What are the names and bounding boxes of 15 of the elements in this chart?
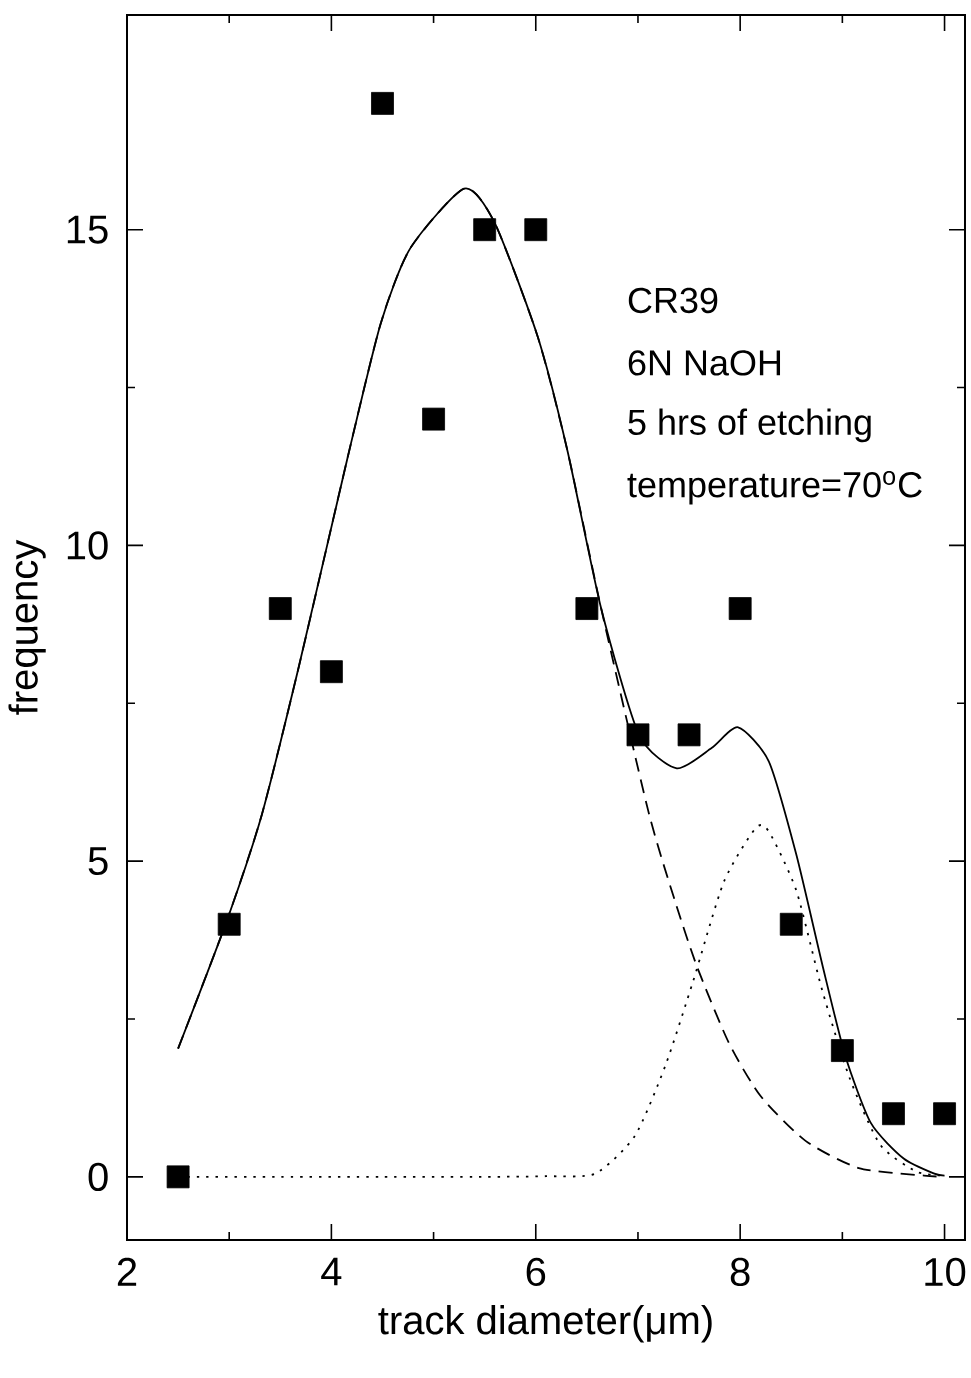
annotation: 6N NaOH [628,350,781,376]
x-tick-label: 2 [117,1257,137,1286]
annotation: temperature=70$^{o}$C [627,471,922,505]
y-tick-label: 0 [88,1162,108,1192]
x-tick-label: 4 [321,1257,342,1286]
annotation: CR39 [628,287,718,314]
x-tick-label: 8 [730,1257,750,1287]
y-tick-label: 5 [88,847,108,876]
x-tick-label: 6 [526,1257,546,1287]
x-tick-label: 10 [925,1257,966,1287]
x-axis-title: track diameter(μm) [378,1305,712,1343]
y-axis-title: frequency [8,539,46,715]
y-tick-label: 10 [67,531,108,560]
y-tick-label: 15 [67,215,108,244]
annotation: 5 hrs of etching [628,408,871,443]
